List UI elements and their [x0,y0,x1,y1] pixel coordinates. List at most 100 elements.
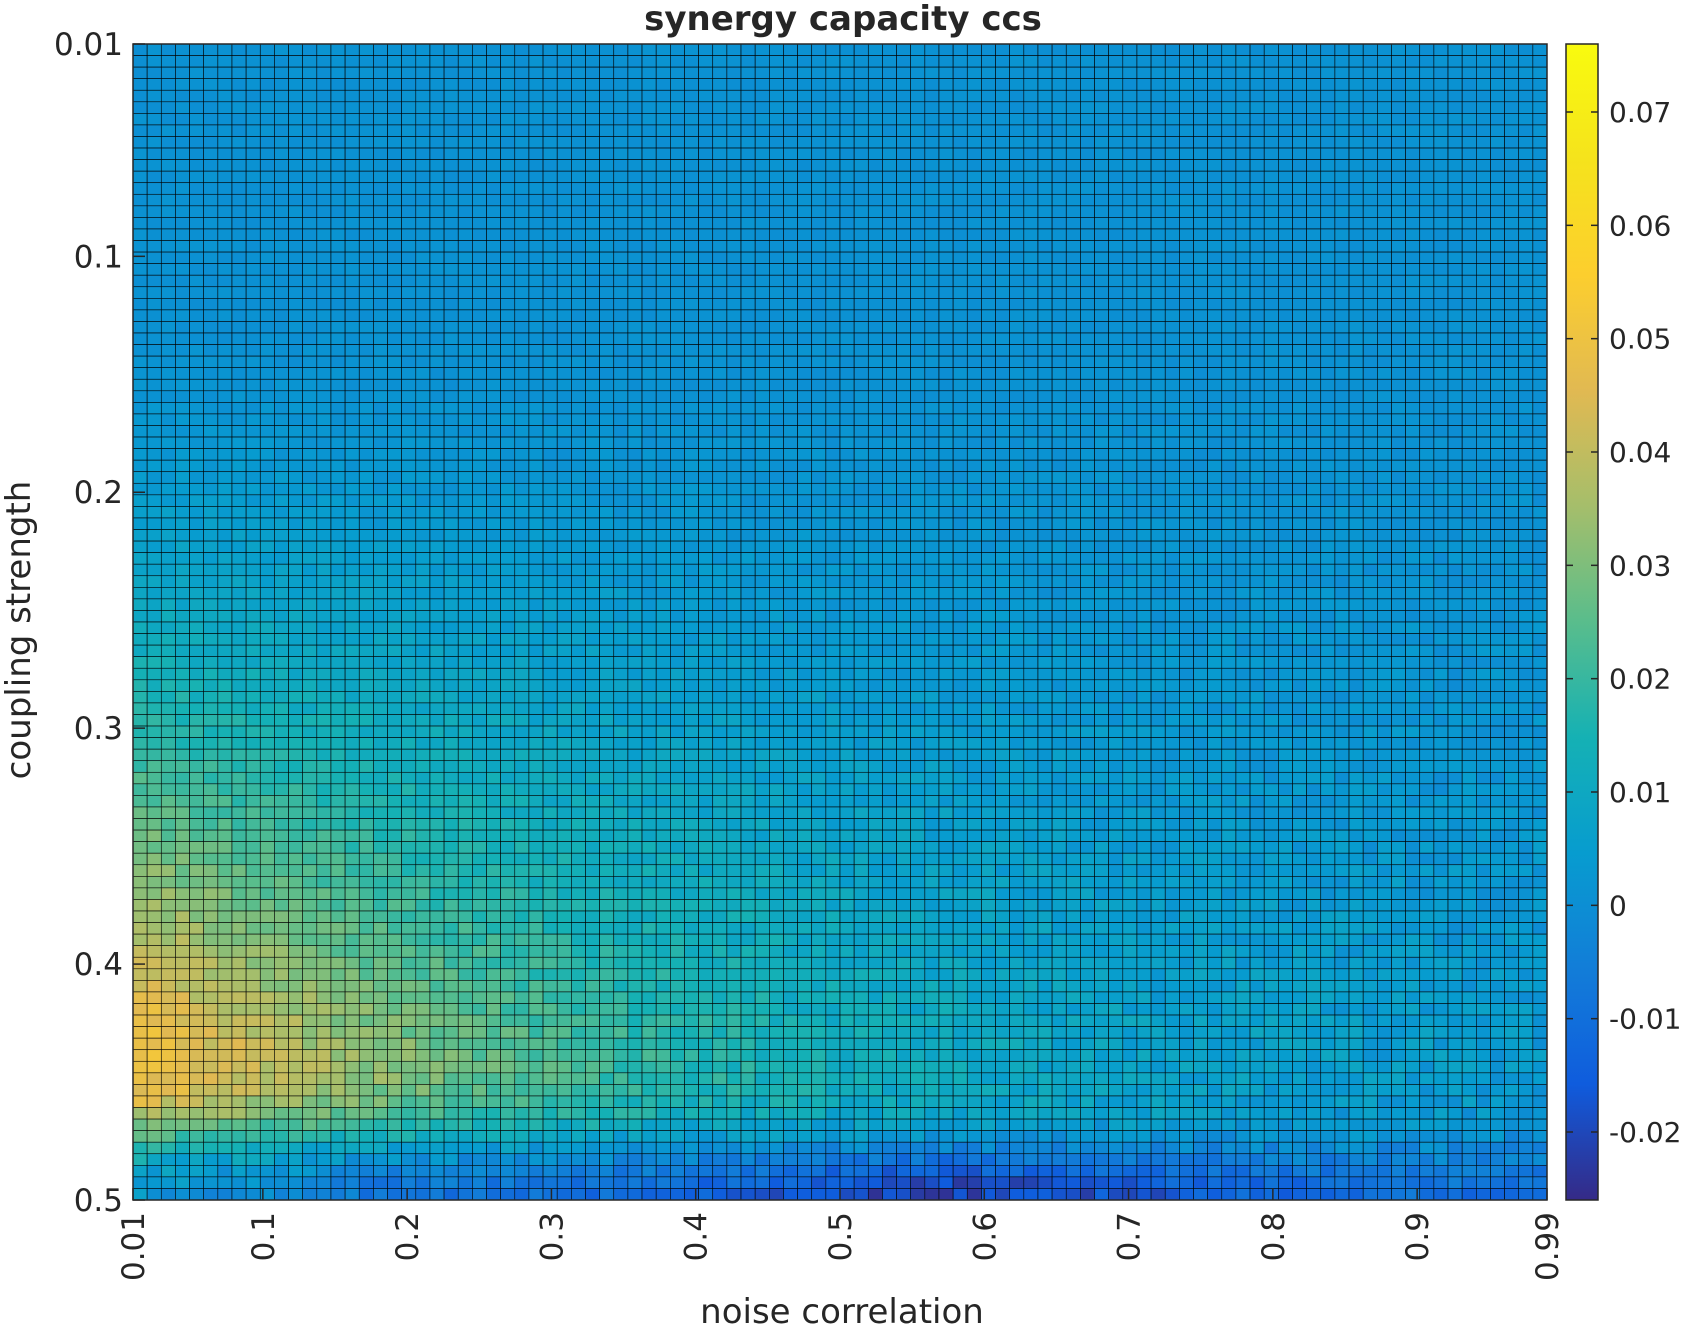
heatmap-cell [585,113,600,126]
heatmap-cell [1377,66,1392,79]
heatmap-cell [1065,482,1081,496]
heatmap-cell [641,540,657,553]
heatmap-cell [486,494,501,507]
heatmap-cell [274,425,289,438]
heatmap-cell [330,390,346,403]
heatmap-cell [585,228,600,241]
heatmap-cell [585,413,600,426]
heatmap-cell [302,55,318,68]
heatmap-cell [1433,147,1449,160]
heatmap-cell [1518,274,1534,288]
heatmap-cell [1362,124,1378,137]
heatmap-cell [1249,378,1265,392]
heatmap-cell [712,332,728,345]
heatmap-cell [556,89,572,103]
heatmap-cell [853,402,869,415]
heatmap-cell [160,425,176,438]
heatmap-cell [160,575,176,588]
heatmap-cell [797,390,813,403]
heatmap-cell [1348,552,1364,565]
heatmap-cell [344,263,360,276]
heatmap-cell [542,367,558,380]
heatmap-cell [585,552,600,565]
heatmap-cell [740,390,756,403]
heatmap-cell [627,170,643,184]
heatmap-cell [1122,193,1138,207]
heatmap-cell [613,540,629,553]
heatmap-cell [500,402,516,415]
heatmap-cell [514,471,530,484]
heatmap-cell [1419,355,1435,368]
heatmap-cell [740,506,756,519]
heatmap-cell [1518,66,1534,79]
heatmap-cell [627,124,643,137]
heatmap-cell [344,378,360,392]
heatmap-cell [316,55,332,68]
heatmap-cell [1461,587,1477,600]
heatmap-cell [938,563,954,577]
heatmap-cell [1292,182,1307,195]
heatmap-cell [1150,459,1166,473]
heatmap-cell [443,425,459,438]
heatmap-cell [231,101,247,114]
heatmap-cell [457,390,473,403]
heatmap-cell [330,494,346,507]
heatmap-cell [1094,193,1109,207]
heatmap-cell [1249,355,1265,368]
heatmap-cell [896,529,911,542]
heatmap-cell [415,517,431,530]
heatmap-cell [1136,147,1152,160]
heatmap-cell [1263,367,1279,380]
heatmap-cell [910,344,926,357]
heatmap-cell [245,298,261,311]
heatmap-cell [1023,332,1039,345]
heatmap-cell [500,124,516,137]
heatmap-cell [373,78,388,91]
heatmap-cell [1518,355,1534,368]
heatmap-cell [1263,529,1279,542]
heatmap-cell [1461,552,1477,565]
heatmap-cell [1518,228,1534,241]
heatmap-cell [274,459,289,473]
heatmap-cell [1419,170,1435,184]
heatmap-cell [981,367,996,380]
heatmap-cell [1334,159,1350,172]
heatmap-cell [1461,517,1477,530]
heatmap-cell [1193,425,1208,438]
heatmap-cell [811,217,827,230]
heatmap-cell [1164,159,1180,172]
heatmap-cell [853,413,869,426]
heatmap-cell [500,610,516,623]
heatmap-cell [259,113,275,126]
heatmap-cell [1037,321,1053,334]
heatmap-cell [1362,240,1378,253]
heatmap-cell [344,321,360,334]
heatmap-cell [514,263,530,276]
heatmap-cell [1461,355,1477,368]
heatmap-cell [655,552,671,565]
heatmap-cell [316,506,332,519]
heatmap-cell [882,217,897,230]
heatmap-cell [274,298,289,311]
heatmap-cell [1461,309,1477,322]
heatmap-cell [952,344,968,357]
heatmap-cell [132,402,148,415]
heatmap-cell [1221,587,1237,600]
heatmap-cell [839,587,855,600]
heatmap-cell [712,459,728,473]
heatmap-cell [344,101,360,114]
heatmap-cell [401,540,417,553]
heatmap-cell [853,494,869,507]
heatmap-cell [585,598,600,611]
heatmap-cell [344,217,360,230]
heatmap-cell [231,182,247,195]
heatmap-cell [528,367,544,380]
heatmap-cell [1334,540,1350,553]
heatmap-cell [867,367,883,380]
heatmap-cell [401,402,417,415]
heatmap-cell [797,482,813,496]
heatmap-cell [981,552,996,565]
heatmap-cell [175,228,190,241]
heatmap-cell [344,309,360,322]
heatmap-cell [514,217,530,230]
